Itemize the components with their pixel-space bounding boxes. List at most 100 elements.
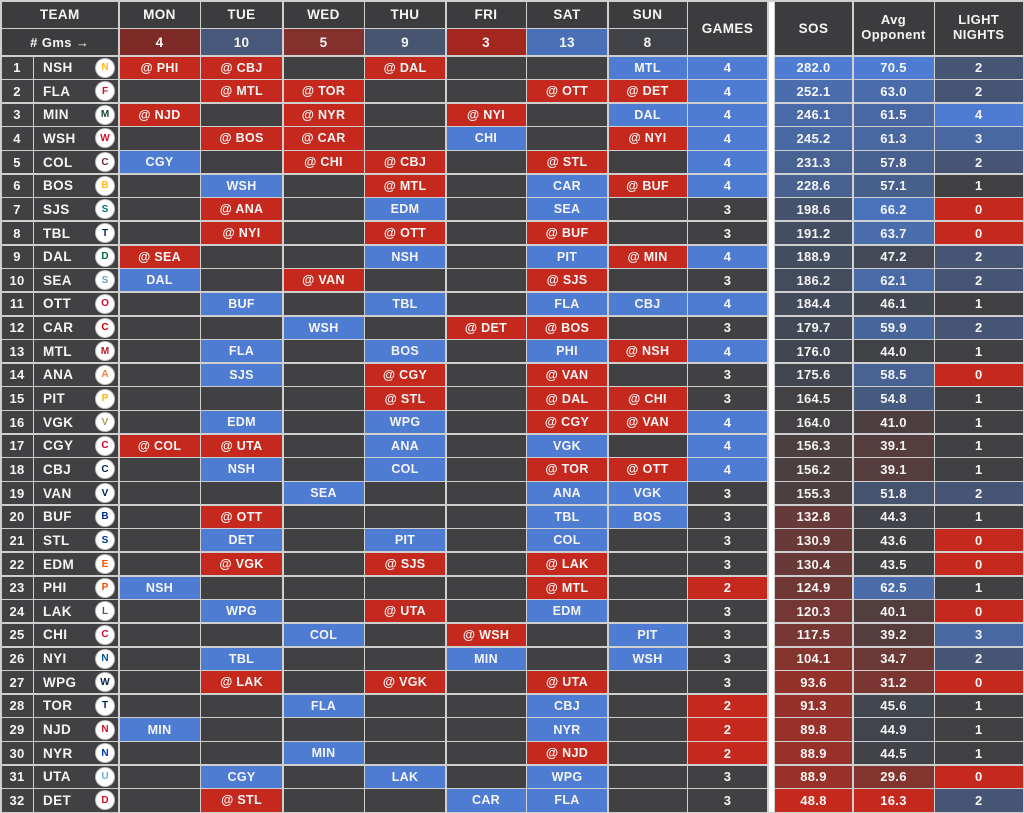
- game-cell-thu: LAK: [365, 765, 445, 788]
- game-cell-tue: [201, 482, 282, 505]
- game-cell-mon: [119, 174, 200, 197]
- game-cell-fri: [446, 292, 526, 316]
- game-cell-fri: [446, 434, 526, 457]
- sos-cell: 246.1: [775, 103, 852, 126]
- team-logo-icon: N: [95, 57, 115, 78]
- game-cell-wed: SEA: [283, 482, 364, 505]
- game-cell-thu: @ DAL: [365, 56, 445, 79]
- game-cell-tue: WPG: [201, 600, 282, 623]
- sos-cell: 164.0: [775, 411, 852, 434]
- team-cell: SEA S: [34, 269, 118, 292]
- team-abbr: FLA: [43, 83, 71, 99]
- team-abbr: ANA: [43, 367, 74, 383]
- team-logo-icon: V: [95, 483, 115, 504]
- sos-cell: 132.8: [775, 505, 852, 528]
- sos-cell: 191.2: [775, 221, 852, 245]
- team-cell: TBL T: [34, 221, 118, 245]
- sos-cell: 245.2: [775, 127, 852, 150]
- light-nights-cell: 1: [935, 340, 1023, 363]
- game-cell-mon: DAL: [119, 269, 200, 292]
- game-cell-wed: [283, 198, 364, 221]
- team-abbr: CAR: [43, 320, 74, 336]
- games-count-cell: 3: [688, 198, 767, 221]
- game-cell-mon: [119, 292, 200, 316]
- game-cell-mon: [119, 340, 200, 363]
- team-cell: NJD N: [34, 718, 118, 741]
- rank-cell: 24: [1, 600, 33, 623]
- game-cell-sun: @ NSH: [608, 340, 687, 363]
- game-cell-mon: [119, 694, 200, 717]
- rank-cell: 13: [1, 340, 33, 363]
- avg-opponent-cell: 39.2: [853, 623, 934, 647]
- team-logo-icon: F: [95, 81, 115, 102]
- sos-cell: 91.3: [775, 694, 852, 717]
- game-cell-fri: [446, 56, 526, 79]
- game-cell-wed: [283, 552, 364, 576]
- rank-cell: 30: [1, 742, 33, 765]
- rank-cell: 25: [1, 623, 33, 647]
- game-cell-tue: [201, 623, 282, 647]
- rank-cell: 23: [1, 576, 33, 599]
- game-cell-fri: [446, 340, 526, 363]
- games-count-cell: 2: [688, 576, 767, 599]
- avg-opponent-cell: 47.2: [853, 245, 934, 268]
- sos-cell: 228.6: [775, 174, 852, 197]
- games-count-cell: 3: [688, 765, 767, 788]
- game-cell-sat: @ CGY: [527, 411, 607, 434]
- game-cell-fri: [446, 694, 526, 717]
- light-nights-cell: 2: [935, 151, 1023, 174]
- day-game-count-thu: 9: [365, 29, 445, 55]
- game-cell-mon: [119, 127, 200, 150]
- game-cell-fri: [446, 482, 526, 505]
- sos-cell: 231.3: [775, 151, 852, 174]
- team-logo-icon: S: [95, 270, 115, 291]
- game-cell-mon: @ PHI: [119, 56, 200, 79]
- avg-opponent-cell: 62.5: [853, 576, 934, 599]
- game-cell-mon: [119, 411, 200, 434]
- game-cell-sun: PIT: [608, 623, 687, 647]
- game-cell-sat: PHI: [527, 340, 607, 363]
- game-cell-sat: [527, 127, 607, 150]
- game-cell-sun: WSH: [608, 647, 687, 670]
- game-cell-fri: [446, 411, 526, 434]
- avg-opponent-cell: 51.8: [853, 482, 934, 505]
- rank-cell: 27: [1, 671, 33, 694]
- team-cell: CHI C: [34, 623, 118, 647]
- avg-opponent-cell: 44.0: [853, 340, 934, 363]
- team-cell: CGY C: [34, 434, 118, 457]
- game-cell-sat: @ VAN: [527, 363, 607, 386]
- team-cell: LAK L: [34, 600, 118, 623]
- rank-cell: 26: [1, 647, 33, 670]
- game-cell-thu: [365, 718, 445, 741]
- game-cell-tue: SJS: [201, 363, 282, 386]
- games-count-cell: 4: [688, 80, 767, 103]
- game-cell-sun: DAL: [608, 103, 687, 126]
- game-cell-wed: [283, 505, 364, 528]
- team-cell: SJS S: [34, 198, 118, 221]
- game-cell-mon: [119, 482, 200, 505]
- game-cell-tue: WSH: [201, 174, 282, 197]
- light-nights-cell: 2: [935, 316, 1023, 339]
- game-cell-sat: VGK: [527, 434, 607, 457]
- team-cell: PHI P: [34, 576, 118, 599]
- avg-opponent-cell: 57.8: [853, 151, 934, 174]
- game-cell-wed: @ NYR: [283, 103, 364, 126]
- games-count-cell: 3: [688, 623, 767, 647]
- avg-opponent-cell: 43.5: [853, 552, 934, 576]
- games-count-cell: 2: [688, 742, 767, 765]
- light-nights-cell: 1: [935, 694, 1023, 717]
- rank-cell: 18: [1, 458, 33, 481]
- game-cell-sun: [608, 600, 687, 623]
- game-cell-wed: COL: [283, 623, 364, 647]
- team-logo-icon: T: [95, 695, 115, 716]
- game-cell-mon: NSH: [119, 576, 200, 599]
- game-cell-thu: @ OTT: [365, 221, 445, 245]
- team-logo-icon: W: [95, 672, 115, 693]
- game-cell-thu: @ MTL: [365, 174, 445, 197]
- games-count-cell: 3: [688, 269, 767, 292]
- games-count-cell: 4: [688, 174, 767, 197]
- sos-cell: 88.9: [775, 765, 852, 788]
- team-abbr: NYI: [43, 651, 67, 667]
- game-cell-sat: @ MTL: [527, 576, 607, 599]
- game-cell-thu: [365, 576, 445, 599]
